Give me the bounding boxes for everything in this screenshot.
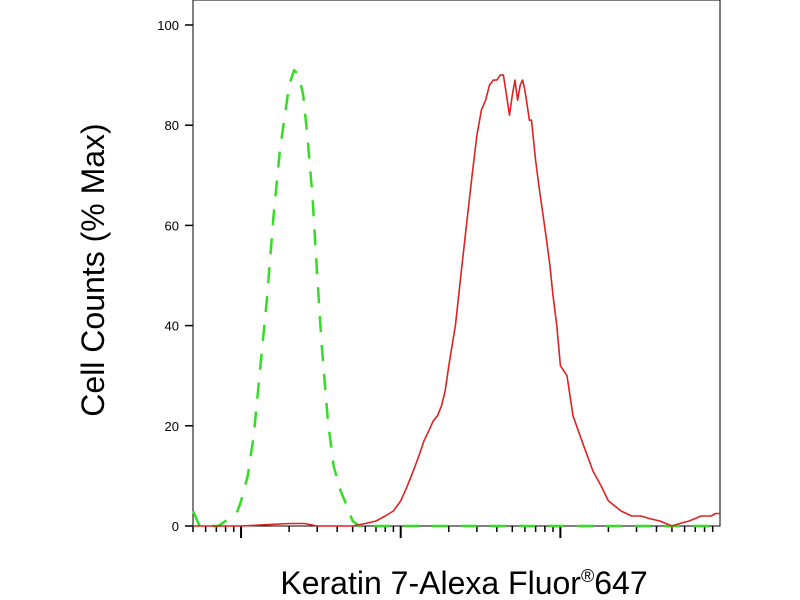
series-layer	[191, 68, 720, 528]
series-line-control-dashed	[191, 68, 720, 528]
y-axis-ticks: 0 20 40 60 80 100	[157, 18, 193, 534]
x-axis-title-suffix: 647	[594, 565, 647, 600]
y-tick-label-80: 80	[165, 118, 179, 133]
y-tick-label-40: 40	[165, 319, 179, 334]
x-axis-title-main: Keratin 7-Alexa Fluor	[280, 565, 581, 600]
y-tick-label-0: 0	[172, 519, 179, 534]
y-tick-label-20: 20	[165, 419, 179, 434]
x-axis-title: Keratin 7-Alexa Fluor®647	[280, 565, 647, 600]
x-axis-ticks	[192, 526, 714, 538]
y-tick-label-100: 100	[157, 18, 179, 33]
x-axis-title-registered-mark: ®	[581, 566, 594, 586]
y-tick-label-60: 60	[165, 218, 179, 233]
series-line-sample-solid	[193, 74, 720, 527]
y-axis-title: Cell Counts (% Max)	[75, 123, 111, 416]
plot-frame	[192, 0, 721, 527]
